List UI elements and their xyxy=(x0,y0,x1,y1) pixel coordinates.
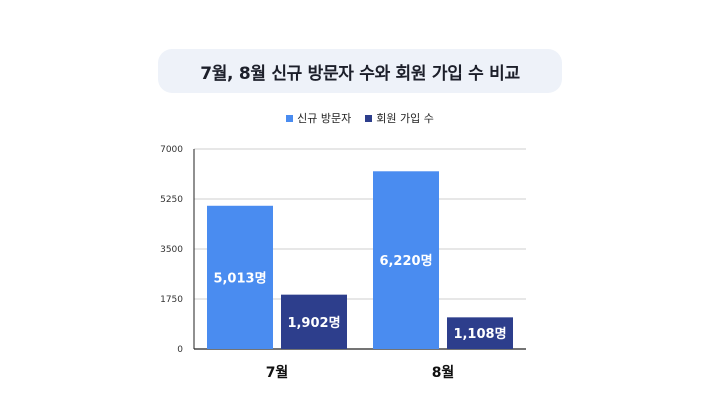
legend-label-signups: 회원 가입 수 xyxy=(376,112,434,125)
data-label: 6,220명 xyxy=(379,253,432,269)
y-tick-label: 0 xyxy=(177,345,183,355)
legend: 신규 방문자 회원 가입 수 xyxy=(0,110,720,126)
data-label: 1,108명 xyxy=(453,326,506,342)
bar xyxy=(447,317,513,349)
data-label: 1,902명 xyxy=(287,315,340,331)
y-tick-label: 5250 xyxy=(160,195,183,205)
chart-title: 7월, 8월 신규 방문자 수와 회원 가입 수 비교 xyxy=(200,63,520,84)
bar xyxy=(207,205,273,349)
data-label: 5,013명 xyxy=(213,270,266,286)
legend-swatch-visitors xyxy=(286,114,294,122)
x-tick-label: 8월 xyxy=(432,364,455,381)
legend-item-visitors: 신규 방문자 xyxy=(286,110,351,126)
legend-item-signups: 회원 가입 수 xyxy=(365,110,434,126)
x-tick-label: 7월 xyxy=(266,364,289,381)
legend-label-visitors: 신규 방문자 xyxy=(297,112,352,125)
y-tick-label: 1750 xyxy=(160,295,183,305)
y-tick-label: 7000 xyxy=(160,145,183,155)
legend-swatch-signups xyxy=(365,114,373,122)
y-tick-label: 3500 xyxy=(160,245,183,255)
bar xyxy=(373,171,439,349)
bar xyxy=(281,294,347,349)
chart-title-box: 7월, 8월 신규 방문자 수와 회원 가입 수 비교 xyxy=(158,49,562,93)
